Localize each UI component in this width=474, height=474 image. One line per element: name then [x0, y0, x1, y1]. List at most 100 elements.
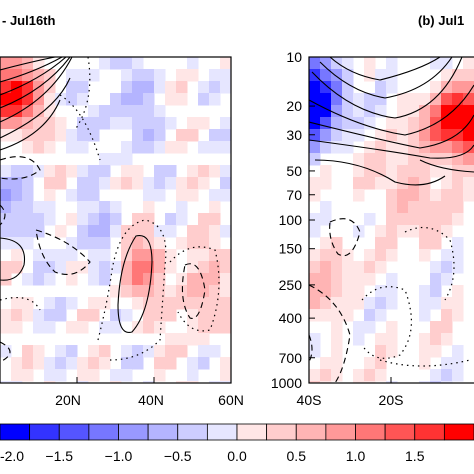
- panel-b-cell: [397, 117, 409, 130]
- panel-a-cell: [143, 141, 155, 154]
- panel-b-ytick-label: 70: [286, 187, 302, 203]
- panel-a-cell: [0, 345, 12, 358]
- panel-b-cell: [386, 225, 398, 238]
- panel-a-cell: [110, 285, 122, 298]
- panel-a-cell: [198, 141, 210, 154]
- panel-b-cell: [342, 129, 354, 142]
- panel-a-cell: [220, 57, 231, 70]
- panel-b-cell: [320, 237, 332, 250]
- panel-a-cell: [209, 165, 221, 178]
- panel-a-cell: [22, 189, 34, 202]
- panel-b-cell: [441, 69, 453, 82]
- panel-a-cell: [44, 165, 56, 178]
- panel-a-cell: [88, 261, 100, 274]
- panel-a-cell: [209, 261, 221, 274]
- panel-b-cell: [419, 333, 431, 346]
- panel-b-cell: [463, 57, 474, 70]
- panel-b-cell: [441, 321, 453, 334]
- panel-b-cell: [309, 153, 321, 166]
- panel-a-cell: [44, 261, 56, 274]
- panel-a-cell: [176, 297, 188, 310]
- panel-b-cell: [342, 81, 354, 94]
- panel-b-cell: [441, 201, 453, 214]
- panel-b-cell: [309, 381, 321, 383]
- panel-b-cell: [364, 117, 376, 130]
- panel-a-cell: [187, 321, 199, 334]
- colorbar-swatch: [0, 423, 31, 441]
- panel-a-cell: [198, 177, 210, 190]
- panel-b-cell: [375, 93, 387, 106]
- panel-a-cell: [121, 177, 133, 190]
- panel-b-cell: [419, 129, 431, 142]
- panel-a-cell: [110, 321, 122, 334]
- panel-a-cell: [209, 321, 221, 334]
- panel-a-cell: [220, 165, 231, 178]
- panel-a-cell: [154, 117, 166, 130]
- panel-b-cell: [353, 381, 365, 383]
- panel-a-cell: [209, 273, 221, 286]
- panel-a-cell: [154, 141, 166, 154]
- panel-b-cell: [320, 81, 332, 94]
- panel-a-cell: [198, 345, 210, 358]
- panel-a-cell: [66, 321, 78, 334]
- panel-b-cell: [419, 165, 431, 178]
- panel-a-cell: [33, 141, 45, 154]
- panel-a-cell: [220, 273, 231, 286]
- panel-a-xtick-60n: 60N: [218, 392, 244, 408]
- panel-a-cell: [55, 177, 67, 190]
- panel-b-ytick-label: 20: [286, 98, 302, 114]
- panel-b-cell: [419, 153, 431, 166]
- panel-a-cell: [143, 249, 155, 262]
- panel-a-cell: [88, 213, 100, 226]
- panel-a-cell: [176, 273, 188, 286]
- panel-b-cell: [441, 93, 453, 106]
- panel-a-cell: [110, 177, 122, 190]
- panel-b-cell: [430, 165, 442, 178]
- panel-b-cell: [309, 57, 321, 70]
- panel-a-cell: [198, 333, 210, 346]
- panel-b-cell: [331, 249, 343, 262]
- panel-a-cell: [209, 213, 221, 226]
- panel-a-cell: [110, 369, 122, 382]
- panel-b-cell: [364, 93, 376, 106]
- panel-a-cell: [55, 93, 67, 106]
- panel-b-cell: [408, 213, 420, 226]
- panel-b-cell: [419, 381, 431, 383]
- panel-a-cell: [22, 237, 34, 250]
- panel-a-cell: [55, 309, 67, 322]
- panel-a-cell: [77, 69, 89, 82]
- panel-b-cell: [375, 369, 387, 382]
- panel-b-xtick-20s: 20S: [379, 392, 404, 408]
- panel-b-cell: [309, 261, 321, 274]
- panel-b-cell: [386, 345, 398, 358]
- panel-b-cell: [320, 369, 332, 382]
- panel-b-cell: [331, 273, 343, 286]
- panel-b-cell: [452, 69, 464, 82]
- panel-b-cell: [364, 249, 376, 262]
- panel-b-cell: [353, 93, 365, 106]
- panel-a-cell: [154, 249, 166, 262]
- panel-a-cell: [220, 225, 231, 238]
- panel-b-cell: [452, 117, 464, 130]
- panel-a-cell: [11, 177, 23, 190]
- panel-b-cell: [342, 285, 354, 298]
- panel-a-cell: [154, 225, 166, 238]
- panel-b-cell: [364, 213, 376, 226]
- panel-a-cell: [99, 225, 111, 238]
- panel-a-cell: [66, 273, 78, 286]
- panel-a-cell: [198, 297, 210, 310]
- panel-a-cell: [44, 309, 56, 322]
- colorbar-swatch: [147, 423, 179, 441]
- panel-b-cell: [386, 69, 398, 82]
- panel-b-cell: [419, 345, 431, 358]
- panel-b-cell: [408, 225, 420, 238]
- panel-b-cell: [430, 105, 442, 118]
- panel-a-cell: [22, 81, 34, 94]
- panel-b-cell: [320, 69, 332, 82]
- panel-a-cell: [88, 357, 100, 370]
- panel-a-cell: [198, 285, 210, 298]
- panel-b-cell: [419, 93, 431, 106]
- panel-a-cell: [11, 57, 23, 70]
- colorbar-swatch: [58, 423, 90, 441]
- panel-b-cell: [364, 381, 376, 383]
